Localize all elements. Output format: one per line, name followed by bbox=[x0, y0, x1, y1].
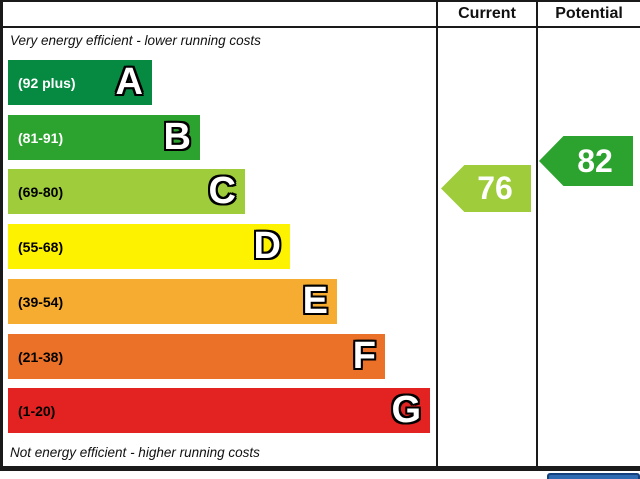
band-g: (1-20) G bbox=[8, 388, 430, 433]
caption-not-efficient: Not energy efficient - higher running co… bbox=[10, 445, 260, 460]
band-letter: B bbox=[163, 116, 191, 158]
potential-column-divider bbox=[536, 0, 538, 471]
band-range-label: (92 plus) bbox=[18, 74, 76, 91]
band-range-label: (21-38) bbox=[18, 348, 64, 365]
band-range-label: (81-91) bbox=[18, 129, 64, 146]
current-column-divider bbox=[436, 0, 438, 471]
band-letter: E bbox=[302, 280, 328, 322]
current-column-header: Current bbox=[458, 5, 516, 22]
band-letter: D bbox=[253, 225, 281, 267]
band-f: (21-38) F bbox=[8, 334, 385, 379]
table-bottom-border bbox=[0, 466, 640, 471]
band-letter: F bbox=[352, 335, 376, 377]
eu-directive-box-partial bbox=[547, 473, 640, 479]
potential-rating-arrow: 82 bbox=[539, 136, 633, 186]
current-rating-arrow: 76 bbox=[441, 165, 531, 212]
table-left-border bbox=[0, 0, 3, 471]
band-c: (69-80) C bbox=[8, 169, 245, 214]
band-range-label: (39-54) bbox=[18, 293, 64, 310]
table-top-border bbox=[0, 0, 640, 2]
band-range-label: (55-68) bbox=[18, 238, 64, 255]
header-underline bbox=[0, 26, 640, 28]
band-letter: A bbox=[115, 61, 143, 103]
band-range-label: (69-80) bbox=[18, 183, 64, 200]
band-range-label: (1-20) bbox=[18, 402, 56, 419]
band-e: (39-54) E bbox=[8, 279, 337, 324]
band-a: (92 plus) A bbox=[8, 60, 152, 105]
band-d: (55-68) D bbox=[8, 224, 290, 269]
current-rating-value: 76 bbox=[477, 170, 513, 206]
band-letter: G bbox=[391, 389, 421, 431]
caption-very-efficient: Very energy efficient - lower running co… bbox=[10, 33, 261, 48]
band-b: (81-91) B bbox=[8, 115, 200, 160]
band-letter: C bbox=[208, 170, 236, 212]
potential-rating-value: 82 bbox=[577, 142, 613, 179]
potential-column-header: Potential bbox=[555, 5, 623, 22]
